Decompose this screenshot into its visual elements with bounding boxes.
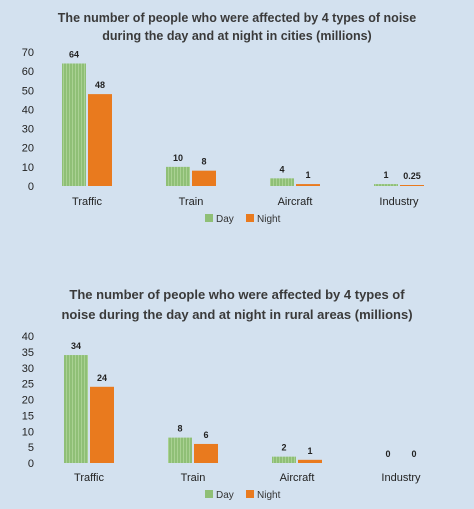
bar-chart-1: The number of people who were affected b… bbox=[22, 11, 424, 225]
category-label: Traffic bbox=[72, 196, 102, 208]
bar-night-train bbox=[194, 443, 218, 463]
y-tick-label: 35 bbox=[22, 347, 34, 359]
data-label: 48 bbox=[95, 80, 105, 90]
bar-day-traffic bbox=[64, 355, 88, 463]
y-tick-label: 40 bbox=[22, 331, 34, 343]
y-tick-label: 30 bbox=[22, 363, 34, 375]
data-label: 1 bbox=[307, 446, 312, 456]
bar-day-train bbox=[166, 166, 190, 186]
category-label: Industry bbox=[379, 196, 419, 208]
bar-day-aircraft bbox=[272, 456, 296, 463]
data-label: 24 bbox=[97, 373, 107, 383]
y-tick-label: 15 bbox=[22, 410, 34, 422]
bar-night-traffic bbox=[88, 94, 112, 186]
y-tick-label: 70 bbox=[22, 47, 34, 59]
data-label: 8 bbox=[177, 424, 182, 434]
bar-day-aircraft bbox=[270, 178, 294, 186]
bar-chart-2: The number of people who were affected b… bbox=[22, 287, 421, 501]
y-tick-label: 0 bbox=[28, 181, 34, 193]
bar-night-industry bbox=[400, 185, 424, 186]
data-label: 8 bbox=[201, 157, 206, 167]
y-tick-label: 30 bbox=[22, 124, 34, 136]
y-tick-label: 40 bbox=[22, 104, 34, 116]
y-tick-label: 50 bbox=[22, 85, 34, 97]
y-tick-label: 10 bbox=[22, 426, 34, 438]
category-label: Train bbox=[181, 472, 206, 484]
bar-day-train bbox=[168, 437, 192, 463]
legend-label-day: Day bbox=[216, 214, 234, 225]
category-label: Aircraft bbox=[278, 196, 313, 208]
data-label: 64 bbox=[69, 49, 79, 59]
data-label: 2 bbox=[281, 443, 286, 453]
data-label: 0 bbox=[385, 449, 390, 459]
category-label: Industry bbox=[381, 472, 421, 484]
data-label: 0 bbox=[411, 449, 416, 459]
y-tick-label: 0 bbox=[28, 458, 34, 470]
category-label: Train bbox=[179, 196, 204, 208]
chart-title-line: The number of people who were affected b… bbox=[58, 11, 416, 25]
chart-title-line: noise during the day and at night in rur… bbox=[61, 307, 412, 322]
category-label: Traffic bbox=[74, 472, 104, 484]
y-tick-label: 20 bbox=[22, 143, 34, 155]
data-label: 4 bbox=[279, 164, 284, 174]
bar-night-aircraft bbox=[298, 459, 322, 463]
chart-title-line: during the day and at night in cities (m… bbox=[102, 29, 371, 43]
legend-swatch-day bbox=[205, 490, 213, 498]
bar-night-traffic bbox=[90, 386, 114, 463]
bar-day-traffic bbox=[62, 63, 86, 186]
data-label: 1 bbox=[383, 170, 388, 180]
bar-night-aircraft bbox=[296, 184, 320, 186]
bar-day-industry bbox=[374, 184, 398, 186]
y-tick-label: 60 bbox=[22, 66, 34, 78]
y-tick-label: 20 bbox=[22, 395, 34, 407]
category-label: Aircraft bbox=[280, 472, 315, 484]
y-tick-label: 10 bbox=[22, 162, 34, 174]
y-tick-label: 5 bbox=[28, 442, 34, 454]
data-label: 0.25 bbox=[403, 171, 421, 181]
legend-label-day: Day bbox=[216, 490, 234, 501]
data-label: 34 bbox=[71, 341, 81, 351]
bar-night-train bbox=[192, 170, 216, 186]
chart-title-line: The number of people who were affected b… bbox=[69, 287, 405, 302]
data-label: 1 bbox=[305, 170, 310, 180]
legend-label-night: Night bbox=[257, 490, 281, 501]
data-label: 6 bbox=[203, 430, 208, 440]
y-tick-label: 25 bbox=[22, 379, 34, 391]
legend-swatch-night bbox=[246, 214, 254, 222]
legend-swatch-day bbox=[205, 214, 213, 222]
legend-label-night: Night bbox=[257, 214, 281, 225]
legend-swatch-night bbox=[246, 490, 254, 498]
data-label: 10 bbox=[173, 153, 183, 163]
